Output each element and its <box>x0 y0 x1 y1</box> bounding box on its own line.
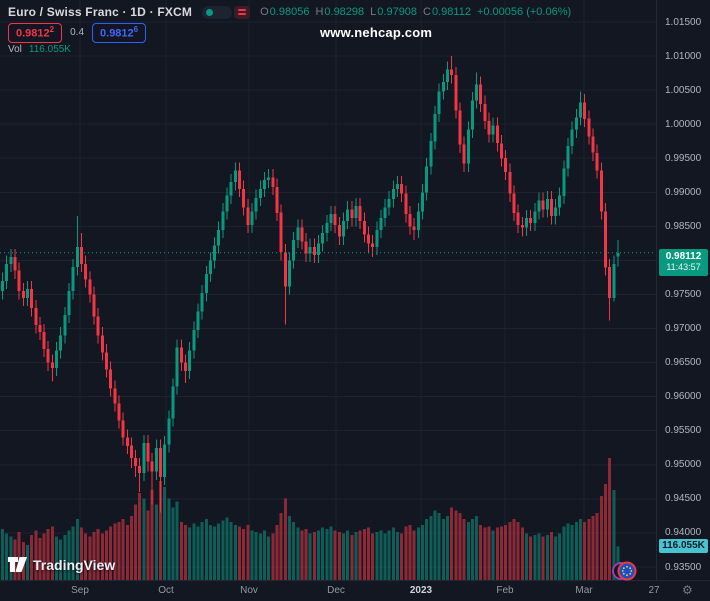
eu-event-icon[interactable] <box>611 559 641 583</box>
price-axis-label: 1.00000 <box>665 118 702 130</box>
market-status-icon[interactable] <box>202 5 233 19</box>
time-axis-label: Sep <box>71 585 89 596</box>
data-warning-icon[interactable] <box>234 5 251 19</box>
price-axis-label: 0.95500 <box>665 425 702 437</box>
bid-ask-row: 0.98122 0.4 0.98126 <box>8 23 147 43</box>
low-value: 0.97908 <box>377 6 418 18</box>
symbol-header: Euro / Swiss Franc · 1D · FXCM O0.98056 … <box>8 5 571 19</box>
price-axis-label: 0.97000 <box>665 323 702 335</box>
price-axis-label: 0.99500 <box>665 152 702 164</box>
candlestick-series <box>1 56 620 513</box>
time-axis-label: Mar <box>575 585 593 596</box>
price-axis-label: 0.94000 <box>665 527 702 539</box>
volume-value: 116.055K <box>28 44 71 55</box>
price-axis[interactable]: 1.01500 1.01000 1.00500 1.00000 0.99500 0.990… <box>656 0 710 580</box>
time-axis-label: Oct <box>158 585 174 596</box>
symbol-title[interactable]: Euro / Swiss Franc · 1D · FXCM <box>8 5 193 19</box>
bid-price-button[interactable]: 0.98122 <box>8 23 63 43</box>
tradingview-logo[interactable]: TradingView <box>8 557 115 573</box>
time-axis-label: 27 <box>648 585 660 596</box>
price-axis-label: 0.99000 <box>665 186 702 198</box>
high-value: 0.98298 <box>324 6 365 18</box>
volume-label: Vol <box>8 44 22 55</box>
price-axis-label: 1.01500 <box>665 16 702 28</box>
price-axis-label: 0.95000 <box>665 459 702 471</box>
price-axis-label: 0.98500 <box>665 220 702 232</box>
price-axis-label: 0.94500 <box>665 493 702 505</box>
change-value: +0.00056 (+0.06%) <box>476 6 572 18</box>
time-axis-label: Feb <box>496 585 514 596</box>
price-axis-label: 1.01000 <box>665 50 702 62</box>
bar-countdown: 11:43:57 <box>666 261 701 272</box>
price-axis-label: 1.00500 <box>665 84 702 96</box>
interval-label: 1D <box>130 5 147 19</box>
price-axis-label: 0.96000 <box>665 391 702 403</box>
ask-price-button[interactable]: 0.98126 <box>92 23 147 43</box>
gear-icon[interactable]: ⚙ <box>682 583 693 597</box>
watermark: www.nehcap.com <box>320 25 433 40</box>
price-axis-label: 0.93500 <box>665 561 702 573</box>
spread-value: 0.4 <box>70 27 85 39</box>
price-axis-label: 0.97500 <box>665 289 702 300</box>
time-axis-label: 2023 <box>409 585 433 596</box>
ohlc-values: O0.98056 H0.98298 L0.97908 C0.98112 +0.0… <box>260 6 572 18</box>
exchange-label: FXCM <box>157 5 193 19</box>
grid-lines <box>0 0 656 580</box>
time-axis[interactable]: ⚙ Sep Oct Nov Dec 2023 Feb Mar 27 <box>0 580 710 601</box>
close-value: 0.98112 <box>432 6 471 18</box>
last-price-tag: 0.98112 11:43:57 <box>659 248 708 276</box>
volume-indicator-row: Vol 116.055K <box>8 44 71 55</box>
time-axis-label: Dec <box>327 585 345 596</box>
price-axis-label: 0.96500 <box>665 357 702 369</box>
tradingview-logo-text: TradingView <box>33 557 116 573</box>
volume-tag: 116.055K <box>659 539 708 554</box>
tradingview-logo-icon <box>8 557 27 572</box>
volume-series <box>1 458 620 580</box>
green-dot-icon <box>206 8 214 16</box>
last-price-value: 0.98112 <box>665 250 702 262</box>
open-value: 0.98056 <box>269 6 310 18</box>
time-axis-label: Nov <box>240 585 258 596</box>
